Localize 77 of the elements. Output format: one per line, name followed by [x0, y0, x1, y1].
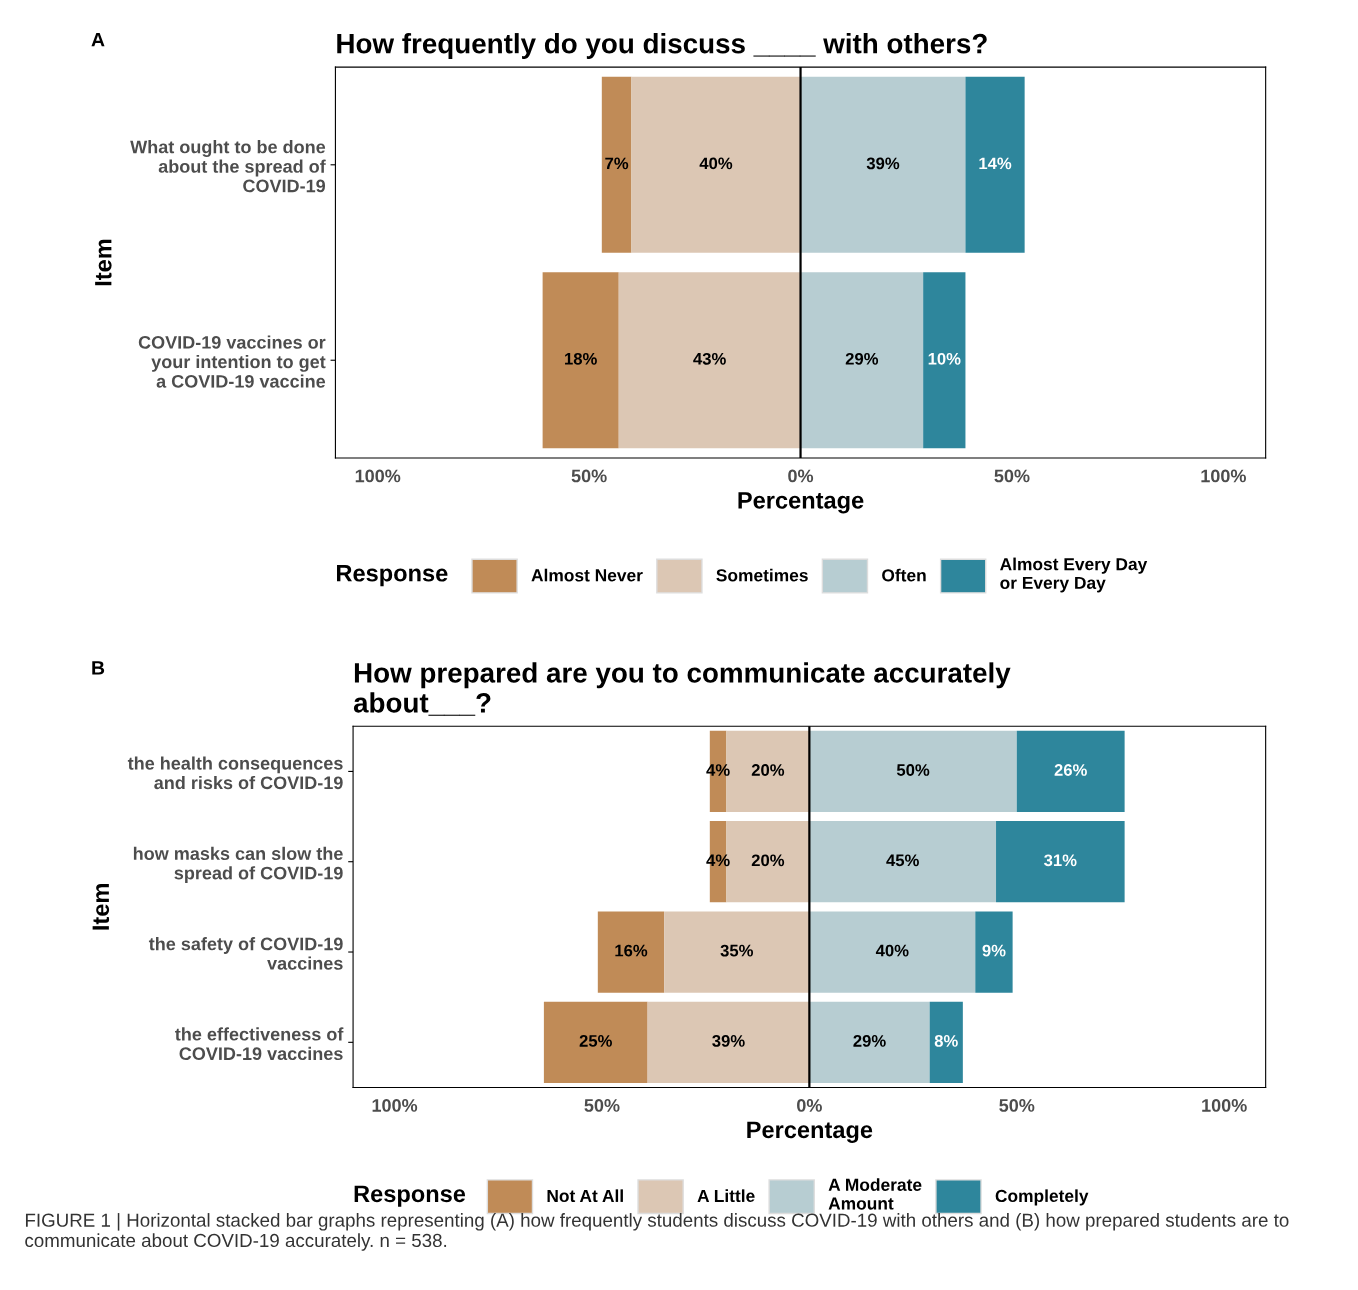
x-tick-label: 0% [788, 469, 814, 483]
data-label: 20% [751, 764, 785, 776]
caption: FIGURE 1 | Horizontal stacked bar graphs representing (A) how frequently students discuss COVID-19 with others and (B) how prepared students are to communicate about COVID-19 accurately. n = 538. [25, 1213, 1289, 1251]
x-tick-label: 100% [372, 1099, 418, 1112]
data-label: 29% [853, 1034, 886, 1047]
bar [631, 76, 801, 253]
bar [543, 1001, 648, 1083]
bar [996, 821, 1125, 903]
x-tick-label: 50% [584, 1099, 620, 1112]
y-tick-label: the effectiveness of COVID-19 vaccines [175, 1027, 344, 1061]
data-label: 40% [699, 157, 733, 170]
y-tick-label: how masks can slow the spread of COVID-19 [133, 846, 343, 884]
x-tick-label: 100% [355, 469, 401, 483]
data-label: 16% [615, 944, 648, 957]
bar [929, 1001, 963, 1083]
x-tick-label: 50% [994, 469, 1030, 483]
bar [800, 76, 966, 253]
bar [618, 272, 801, 449]
data-label: 31% [1044, 854, 1077, 867]
y-tick-label: COVID-19 vaccines or your intention to get a COVID-19 vaccine [138, 335, 326, 388]
bar [542, 272, 619, 449]
x-axis-title: Percentage [747, 1121, 873, 1143]
bar [809, 730, 1017, 813]
legend-label: A Little [697, 1189, 755, 1203]
data-label: 45% [886, 854, 919, 867]
data-label: 29% [845, 352, 879, 365]
chart-title: How frequently do you discuss ____ with others? [337, 33, 987, 59]
legend-label: Sometimes [716, 568, 808, 582]
data-label: 43% [693, 352, 726, 365]
legend-title: Response [337, 565, 448, 587]
bar [975, 911, 1013, 993]
bar [809, 1001, 930, 1083]
y-tick-label: What ought to be done about the spread of COVID-19 [130, 140, 326, 193]
text: B [92, 661, 105, 675]
data-label: 35% [720, 944, 754, 957]
legend-label: Almost Never [531, 568, 643, 582]
y-axis-title: Item [92, 884, 110, 930]
bar [923, 272, 966, 449]
y-tick-label: the safety of COVID-19 vaccines [148, 937, 343, 970]
bar [1016, 730, 1125, 813]
y-tick-label: the health consequences and risks of COVID-19 [127, 756, 343, 790]
data-label: 20% [751, 854, 785, 867]
data-label: 18% [565, 352, 597, 365]
data-label: 39% [712, 1034, 745, 1047]
data-label: 9% [982, 944, 1006, 957]
bar [597, 911, 665, 993]
x-tick-label: 0% [797, 1099, 822, 1112]
legend-label: Often [882, 568, 926, 582]
data-label: 26% [1054, 764, 1087, 776]
data-label: 25% [579, 1034, 612, 1047]
data-label: 40% [875, 944, 909, 957]
y-axis-title: Item [95, 239, 112, 286]
text: A [91, 32, 105, 47]
data-label: 8% [934, 1034, 958, 1047]
bar [664, 911, 810, 993]
x-axis-title: Percentage [738, 492, 864, 514]
x-tick-label: 100% [1201, 469, 1246, 483]
data-label: 50% [896, 764, 930, 776]
legend-label: A Moderate Amount [828, 1178, 922, 1210]
bar [647, 1001, 810, 1083]
data-label: 39% [866, 157, 900, 170]
bar [809, 911, 976, 993]
legend-title: Response [354, 1185, 466, 1207]
x-tick-label: 50% [999, 1099, 1035, 1112]
bar [601, 76, 632, 253]
bar [800, 272, 924, 449]
x-tick-label: 50% [571, 469, 607, 483]
data-label: 7% [605, 157, 629, 170]
legend-label: Not At All [547, 1189, 623, 1203]
data-label: 10% [928, 352, 961, 365]
legend-label: Completely [995, 1189, 1089, 1206]
data-label: 14% [979, 157, 1012, 170]
legend-label: Almost Every Day or Every Day [1000, 557, 1148, 593]
chart-title: How prepared are you to communicate accurately about___? [353, 662, 1011, 716]
bar [965, 76, 1025, 253]
bar [809, 821, 997, 903]
x-tick-label: 100% [1202, 1099, 1247, 1112]
